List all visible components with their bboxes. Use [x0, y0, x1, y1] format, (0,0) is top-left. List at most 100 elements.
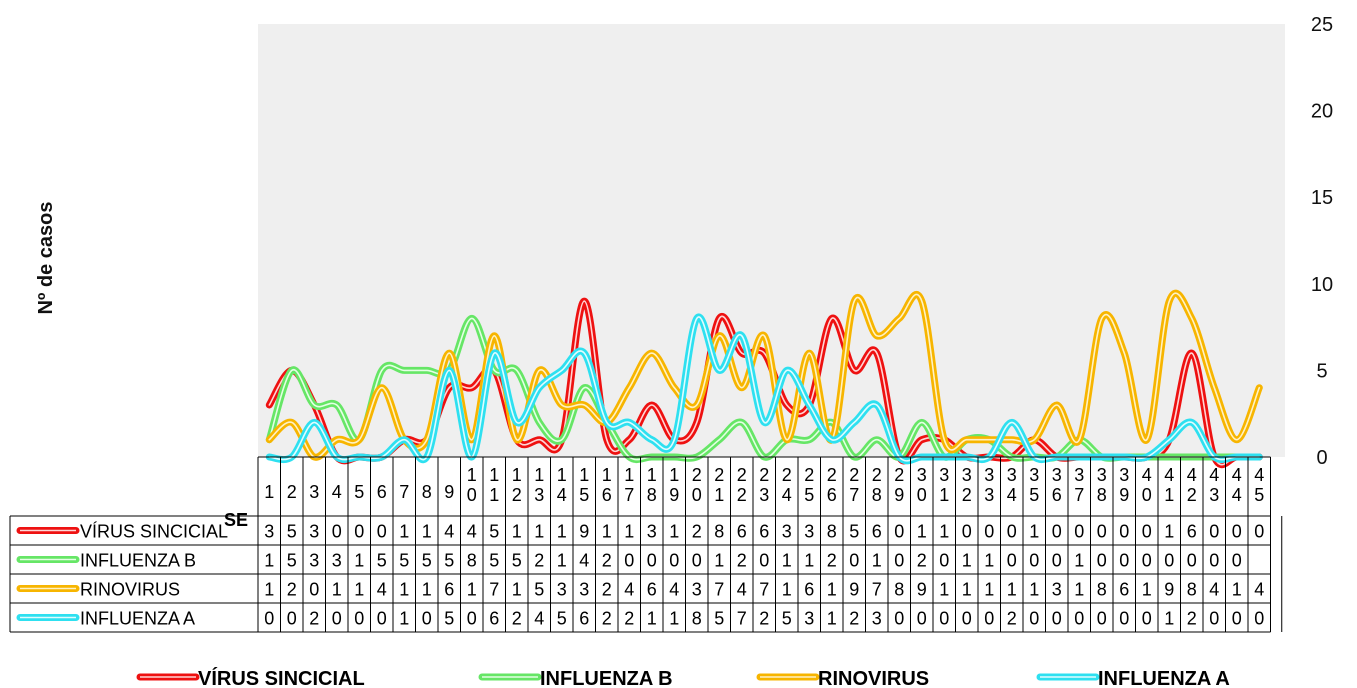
table-cell: 1 [917, 522, 927, 542]
table-cell: 2 [692, 522, 702, 542]
table-cell: 0 [1209, 609, 1219, 629]
series-line-highlight [268, 292, 1261, 459]
table-cell: 8 [827, 522, 837, 542]
legend-label: INFLUENZA B [540, 668, 673, 688]
table-cell: 0 [984, 522, 994, 542]
table-cell: 1 [399, 580, 409, 600]
row-label: RINOVIRUS [80, 580, 180, 600]
table-cell: 3 [804, 609, 814, 629]
legend: VÍRUS SINCICIAL INFLUENZA B RINOVIRUS INFLU… [136, 667, 1230, 688]
row-label: VÍRUS SINCICIAL [80, 522, 228, 542]
table-cell: 1 [714, 551, 724, 571]
table-cell: 1 [1007, 580, 1017, 600]
table-cell: 0 [309, 580, 319, 600]
table-cell: 4 [624, 580, 634, 600]
row-label: INFLUENZA B [80, 551, 196, 571]
table-cell: 4 [534, 609, 544, 629]
y-tick-label: 0 [1316, 447, 1327, 469]
table-cell: 3 [1052, 580, 1062, 600]
legend-item: VÍRUS SINCICIAL [136, 667, 365, 688]
table-cell: 1 [534, 522, 544, 542]
table-cell: 1 [962, 580, 972, 600]
data-table [9, 456, 1283, 633]
table-cell: 6 [804, 580, 814, 600]
table-cell: 6 [759, 522, 769, 542]
table-cell: 5 [489, 522, 499, 542]
table-cell: 4 [467, 522, 477, 542]
table-cell: 2 [624, 609, 634, 629]
table-cell: 0 [962, 522, 972, 542]
legend-label: INFLUENZA A [1098, 668, 1230, 688]
y-tick-label: 25 [1311, 14, 1333, 36]
x-axis-labels: 1 2 3 4 5 6 7 8 91 01 11 21 31 41 51 61 71 81 92 02 12 22 32 42… [264, 465, 1264, 505]
table-cell: 1 [939, 580, 949, 600]
table-cell: 1 [669, 609, 679, 629]
table-cell: 3 [782, 522, 792, 542]
table-cell: 7 [759, 580, 769, 600]
row-label: INFLUENZA A [80, 609, 195, 629]
table-cell: 0 [264, 609, 274, 629]
table-cell: 1 [422, 580, 432, 600]
table-cell: 0 [1119, 551, 1129, 571]
table-cell: 0 [1119, 609, 1129, 629]
table-cell: 1 [602, 522, 612, 542]
table-cell: 1 [647, 609, 657, 629]
table-cell: 0 [354, 522, 364, 542]
table-cell: 0 [1209, 522, 1219, 542]
table-cell: 1 [512, 522, 522, 542]
table-cell: 1 [939, 522, 949, 542]
table-cell: 8 [467, 551, 477, 571]
table-cell: 0 [1029, 609, 1039, 629]
y-tick-label: 10 [1311, 274, 1333, 296]
table-cell: 5 [512, 551, 522, 571]
table-cell: 5 [399, 551, 409, 571]
table-cell: 2 [602, 551, 612, 571]
table-cell: 1 [1074, 551, 1084, 571]
table-cell: 7 [714, 580, 724, 600]
table-cell: 0 [647, 551, 657, 571]
table-cell: 5 [287, 551, 297, 571]
table-cell: 2 [309, 609, 319, 629]
table-cell: 4 [377, 580, 387, 600]
table-cell: 2 [759, 609, 769, 629]
table-cell: 1 [1232, 580, 1242, 600]
table-cell: 0 [1097, 522, 1107, 542]
table-cell: 2 [534, 551, 544, 571]
table-cell: 2 [1187, 609, 1197, 629]
table-cell: 9 [1164, 580, 1174, 600]
table-cell: 3 [264, 522, 274, 542]
table-cell: 0 [1097, 551, 1107, 571]
table-cell: 0 [1052, 609, 1062, 629]
table-cell: 4 [1209, 580, 1219, 600]
table-cell: 1 [782, 580, 792, 600]
table-cell: 0 [849, 551, 859, 571]
x-tick-label: 9 [444, 482, 454, 502]
table-cell: 0 [287, 609, 297, 629]
table-cell: 1 [422, 522, 432, 542]
table-cell: 1 [399, 522, 409, 542]
table-cell: 4 [1254, 580, 1264, 600]
table-cell: 2 [602, 609, 612, 629]
table-cell: 5 [444, 609, 454, 629]
table-cell: 6 [444, 580, 454, 600]
table-cell: 0 [1142, 551, 1152, 571]
x-tick-label: 6 [377, 482, 387, 502]
table-cell: 4 [737, 580, 747, 600]
x-tick-label: 1 [264, 482, 274, 502]
table-cell: 1 [962, 551, 972, 571]
table-cell: 0 [377, 609, 387, 629]
